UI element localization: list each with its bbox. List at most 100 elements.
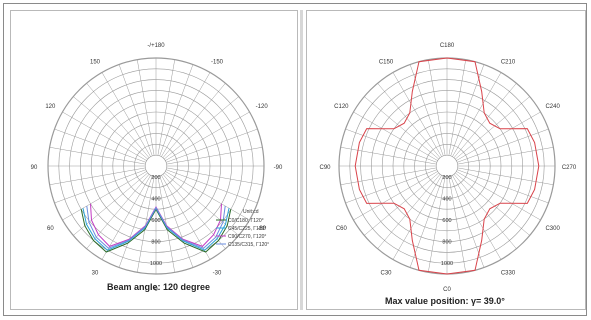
polar-grid-spoke [161,72,211,157]
polar-grid-spoke [49,146,146,165]
polar-grid-spoke [450,64,485,156]
polar-grid-spoke [166,167,263,186]
right-polar-chart: C0 C330 C300 C270 C240 C210 C180 C150 C120 C90 C60… [319,43,577,293]
polar-grid-spoke [340,167,437,186]
radial-tick-label: 1000 [150,261,162,267]
polar-grid-spoke [54,128,146,163]
max-value-panel: C0 C330 C300 C270 C240 C210 C180 C150 C120 C90 C60… [306,10,586,310]
polar-grid-spoke [392,175,442,260]
polar-grid-spoke [166,169,258,204]
polar-grid-spoke [455,172,530,236]
polar-grid-spoke [377,83,441,158]
panel-divider [300,10,303,310]
polar-grid-spoke [340,146,437,165]
polar-grid-spoke [54,169,146,204]
radial-tick-label: 600 [151,218,160,224]
angle-tick-label: -60 [257,226,266,232]
polar-grid-spoke [452,175,502,260]
polar-grid-spoke [162,83,226,158]
series-line-c135-c315 [86,205,226,249]
angle-tick-label: C60 [336,226,348,232]
polar-grid-spoke [101,72,151,157]
angle-tick-label: 60 [47,226,54,232]
max-value-label: Max value position: [385,296,469,306]
radial-tick-label: 400 [151,196,160,202]
polar-grid-spoke [457,146,554,165]
angle-tick-label: C120 [334,104,349,110]
angle-tick-label: C150 [379,59,394,65]
radial-tick-label: 800 [442,240,451,246]
polar-grid-spoke [49,167,146,186]
polar-grid-spoke [353,111,438,161]
angle-tick-label: C180 [440,43,455,49]
polar-grid-spoke [453,174,517,249]
beam-angle-caption: Beam angle: 120 degree [107,282,211,292]
angle-tick-label: C300 [545,226,560,232]
angle-tick-label: 120 [45,104,56,110]
angle-tick-label: -150 [211,59,224,65]
unit-label: Unit:cd [243,209,259,215]
polar-grid-spoke [162,174,226,249]
polar-grid-spoke [409,176,444,268]
polar-grid-ring [435,154,459,178]
max-value-number: γ= 39.0° [471,296,505,306]
polar-grid-spoke [345,169,437,204]
polar-grid-spoke [118,64,153,156]
polar-grid-spoke [86,174,150,249]
radial-tick-label: 400 [442,196,451,202]
radial-tick-label: 600 [442,218,451,224]
beam-angle-panel: 0 -30 -60 -90 -120 -150 -/+180 150 120 90 60 30 200 4… [10,10,298,310]
polar-grid-spoke [118,176,153,268]
angle-tick-label: 90 [31,165,38,171]
polar-grid-spoke [364,172,439,236]
radial-tick-label: 800 [151,240,160,246]
polar-grid-spoke [159,176,194,268]
angle-tick-label: C90 [319,165,331,171]
angle-tick-label: 30 [92,271,99,277]
radial-tick-label: 200 [151,175,160,181]
legend-entry: C0/C180, Γ120° [228,218,264,224]
angle-tick-label: C210 [501,59,516,65]
screenshot-frame: 0 -30 -60 -90 -120 -150 -/+180 150 120 90 60 30 200 4… [3,3,587,316]
max-value-caption: Max value position: γ= 39.0° [385,296,505,306]
polar-grid-spoke [166,128,258,163]
angle-tick-label: C270 [562,165,577,171]
polar-grid-spoke [457,128,549,163]
polar-grid-spoke [86,83,150,158]
polar-grid-spoke [345,128,437,163]
series-line-max [354,57,540,275]
radial-tick-label: 200 [442,175,451,181]
polar-grid-spoke [453,83,517,158]
polar-grid-spoke [457,167,554,186]
polar-grid-ring [144,154,168,178]
left-polar-chart: 0 -30 -60 -90 -120 -150 -/+180 150 120 90 60 30 200 4… [31,43,283,293]
angle-tick-label: 150 [90,59,101,65]
polar-grid-spoke [73,172,148,236]
polar-grid-spoke [457,169,549,204]
polar-grid-spoke [166,146,263,165]
polar-grid-spoke [165,111,250,161]
polar-grid-spoke [455,96,530,160]
polar-grid-spoke [448,59,467,156]
polar-grid-spoke [62,171,147,221]
legend-entry: C135/C315, Γ120° [228,242,269,248]
polar-grid-spoke [452,72,502,157]
angle-tick-label: C30 [380,271,392,277]
angle-tick-label: -30 [213,271,222,277]
radial-tick-label: 1000 [441,261,453,267]
angle-tick-label: -90 [274,165,283,171]
polar-grid-spoke [456,111,541,161]
polar-grid-spoke [136,59,155,156]
polar-grid-spoke [456,171,541,221]
polar-grid-spoke [73,96,148,160]
polar-grid-spoke [427,59,446,156]
legend-entry: C90/C270, Γ120° [228,234,266,240]
polar-grid-spoke [409,64,444,156]
series-line-c0-c180 [80,208,232,253]
polar-grid-spoke [353,171,438,221]
polar-grid-spoke [62,111,147,161]
polar-grid-spoke [165,171,250,221]
angle-tick-label: 0 [154,287,158,293]
angle-tick-label: C0 [443,287,451,293]
polar-grid-spoke [450,176,485,268]
